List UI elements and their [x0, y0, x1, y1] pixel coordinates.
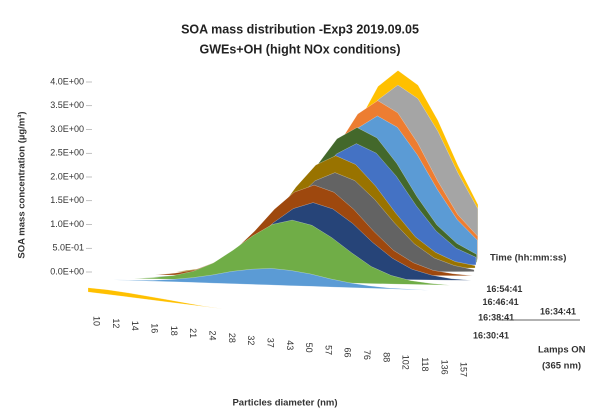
x-tick-label: 88: [381, 352, 391, 362]
y-tick-label: 0.0E+00: [50, 266, 84, 276]
x-tick-label: 14: [130, 321, 140, 331]
depth-tick-label: 16:34:41: [540, 306, 576, 316]
y-tick-label: 3.0E+00: [50, 124, 84, 134]
depth-tick-label: 16:38:41: [478, 313, 514, 323]
x-tick-label: 118: [420, 357, 430, 371]
y-tick-label: 2.5E+00: [50, 148, 84, 158]
depth-tick-label: 16:54:41: [486, 284, 522, 294]
depth-tick-label: 16:30:41: [473, 330, 509, 340]
y-tick-label: 3.5E+00: [50, 100, 84, 110]
x-tick-label: 102: [401, 355, 411, 370]
y-axis-label: SOA mass concentration (µg/m³): [17, 111, 28, 258]
x-tick-label: 21: [188, 328, 198, 338]
x-tick-label: 32: [246, 335, 256, 345]
x-tick-label: 24: [208, 331, 218, 341]
area-series: [89, 290, 458, 329]
x-tick-label: 16: [150, 323, 160, 333]
x-tick-label: 12: [111, 318, 121, 328]
depth-axis-label: Time (hh:mm:ss): [490, 253, 566, 264]
x-tick-label: 136: [439, 360, 449, 375]
area-series: [88, 288, 455, 338]
y-tick-label: 4.0E+00: [50, 76, 84, 86]
y-tick-label: 1.5E+00: [50, 195, 84, 205]
y-tick-label: 2.0E+00: [50, 171, 84, 181]
depth-tick-label: 16:46:41: [483, 297, 519, 307]
x-tick-label: 57: [323, 345, 333, 355]
x-tick-label: 43: [285, 340, 295, 350]
x-tick-label: 66: [343, 348, 353, 358]
area-series: [92, 283, 464, 305]
y-tick-label: 5.0E-01: [52, 243, 84, 253]
y-tick-label: 1.0E+00: [50, 219, 84, 229]
x-tick-label: 157: [459, 362, 469, 377]
x-tick-label: 28: [227, 333, 237, 343]
x-tick-label: 18: [169, 326, 179, 336]
x-tick-label: 10: [92, 316, 102, 326]
x-tick-label: 37: [265, 338, 275, 348]
x-axis-label: Particles diameter (nm): [232, 398, 337, 409]
annotation: (365 nm): [542, 361, 581, 372]
chart-title: SOA mass distribution -Exp3 2019.09.05: [181, 22, 419, 36]
chart-subtitle: GWEs+OH (hight NOx conditions): [199, 42, 400, 56]
x-tick-label: 76: [362, 350, 372, 360]
x-tick-label: 50: [304, 343, 314, 353]
annotation: Lamps ON: [538, 345, 586, 356]
